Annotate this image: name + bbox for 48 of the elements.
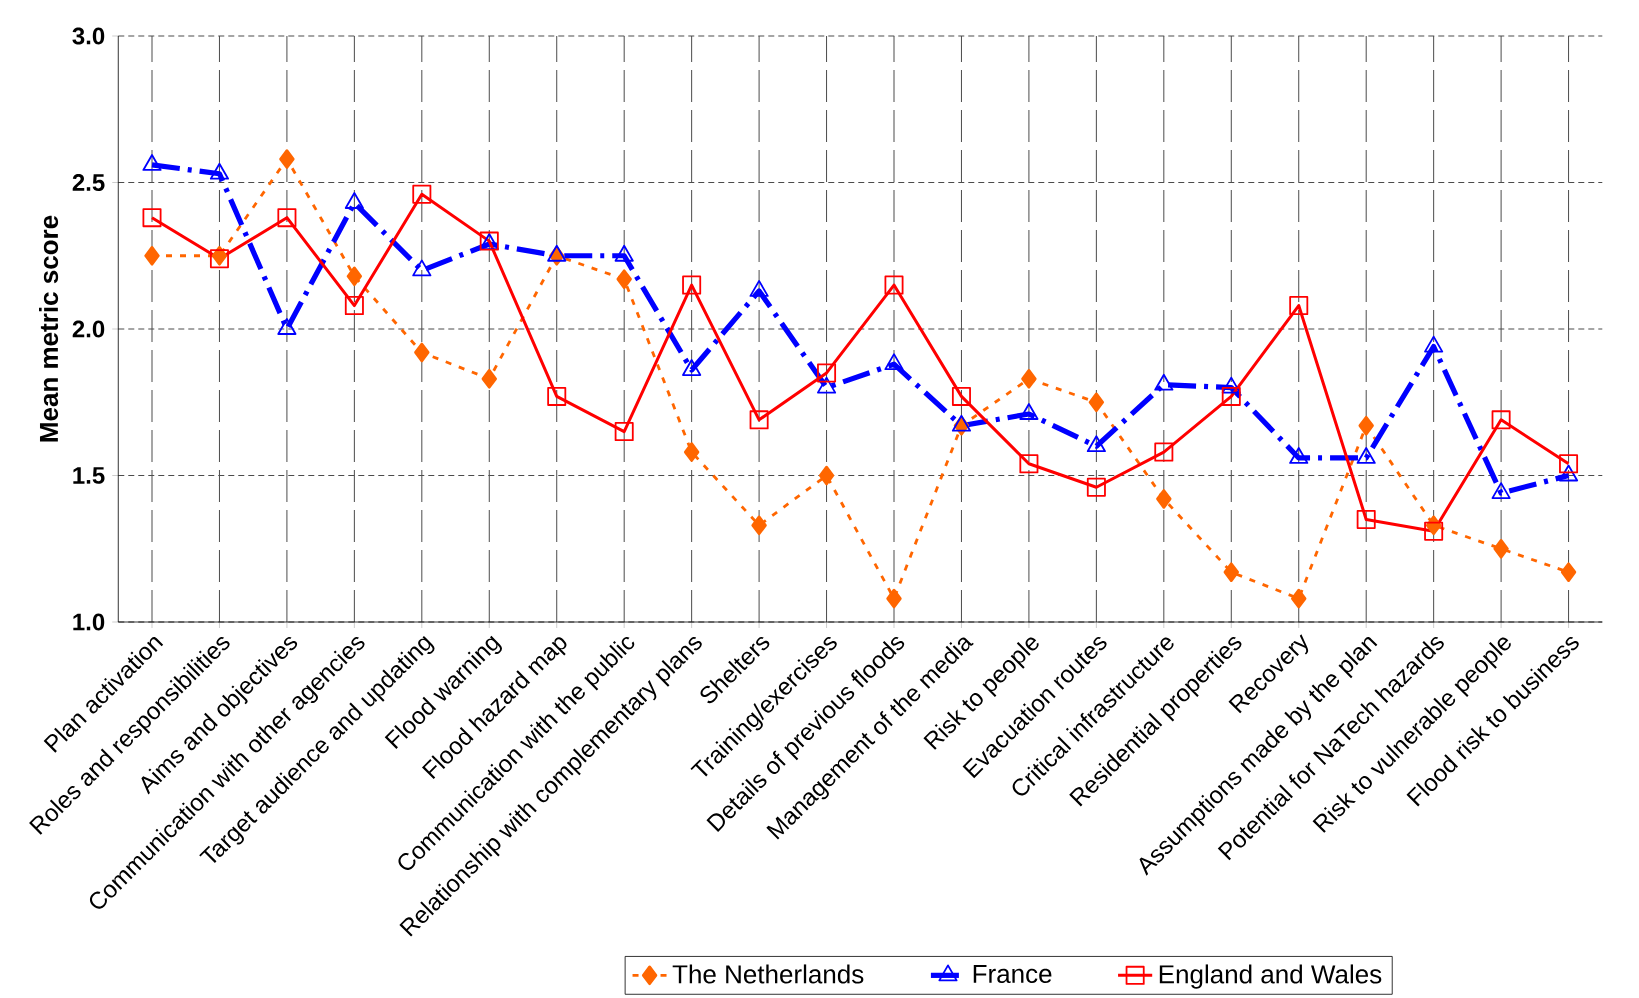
- y-axis-title: Mean metric score: [39, 215, 59, 442]
- point: [481, 369, 497, 389]
- legend-label: France: [973, 964, 1052, 984]
- point: [1559, 454, 1579, 474]
- point: [346, 266, 363, 287]
- point: [751, 515, 767, 536]
- point: [344, 296, 364, 316]
- point: [1356, 509, 1376, 529]
- point: [1223, 562, 1239, 582]
- point: [1154, 442, 1174, 462]
- point: [1358, 415, 1374, 436]
- point: [1491, 410, 1511, 430]
- point: [682, 275, 702, 295]
- point: [1221, 386, 1241, 406]
- point: [1088, 392, 1105, 413]
- point: [547, 386, 567, 406]
- point: [142, 208, 162, 228]
- point: [1156, 489, 1172, 509]
- point: [817, 363, 837, 383]
- point: [884, 275, 904, 295]
- point: [279, 149, 295, 169]
- y-tick-label: 1.5: [73, 467, 105, 484]
- point: [1021, 369, 1037, 389]
- point: [951, 386, 971, 406]
- point: [683, 442, 700, 462]
- y-tick-label: 3.0: [72, 27, 105, 45]
- point: [818, 465, 835, 486]
- point: [1019, 454, 1039, 474]
- point: [886, 588, 902, 609]
- point: [414, 342, 430, 363]
- point: [412, 184, 432, 204]
- point: [1560, 562, 1577, 582]
- y-tick-label: 2.5: [72, 174, 105, 191]
- point: [1291, 588, 1307, 609]
- point: [144, 245, 160, 266]
- point: [1289, 296, 1309, 316]
- legend-label: The Netherlands: [672, 964, 864, 984]
- point: [1425, 515, 1442, 536]
- y-tick-label: 2.0: [72, 320, 105, 338]
- point: [616, 269, 632, 289]
- point: [1086, 477, 1106, 497]
- point: [277, 208, 297, 228]
- y-tick-label: 1.0: [73, 613, 105, 631]
- point: [1424, 521, 1444, 541]
- legend-label: England and Wales: [1159, 964, 1382, 989]
- point: [614, 422, 634, 442]
- point: [1493, 538, 1509, 559]
- point: [749, 410, 769, 430]
